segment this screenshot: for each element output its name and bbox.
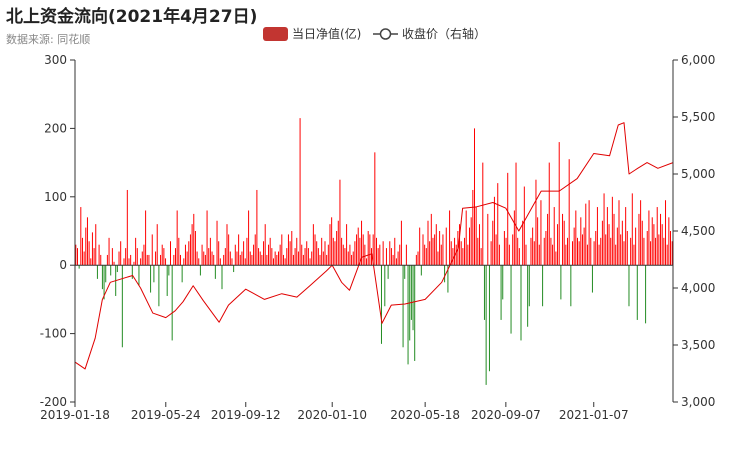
x-tick-label: 2019-01-18: [40, 408, 110, 422]
chart-axes: -200 -100 0 100 200 300 3,000 3,500 4,000 4,500 5,…: [40, 53, 716, 422]
x-tick-label: 2020-09-07: [471, 408, 541, 422]
y-right-tick-label: 3,000: [681, 395, 715, 409]
chart-title: 北上资金流向(2021年4月27日): [6, 7, 258, 27]
x-tick-label: 2019-05-24: [131, 408, 201, 422]
y-right-tick-label: 6,000: [681, 53, 715, 67]
x-tick-label: 2020-05-18: [390, 408, 460, 422]
y-left-tick-label: -200: [40, 395, 67, 409]
y-right-tick-label: 4,000: [681, 281, 715, 295]
legend-marker-circle: [379, 28, 392, 40]
y-right-tick-label: 3,500: [681, 338, 715, 352]
y-left-tick-label: 200: [44, 121, 67, 135]
y-right-tick-label: 5,500: [681, 110, 715, 124]
chart-subtitle: 数据来源: 同花顺: [6, 33, 91, 46]
y-left-tick-label: -100: [40, 327, 67, 341]
y-left-tick-label: 300: [44, 53, 67, 67]
y-left-tick-label: 100: [44, 190, 67, 204]
x-tick-label: 2021-01-07: [559, 408, 629, 422]
net-flow-bars: [75, 118, 673, 385]
y-right-tick-label: 4,500: [681, 224, 715, 238]
y-right-tick-label: 5,000: [681, 167, 715, 181]
x-tick-label: 2019-09-12: [211, 408, 281, 422]
legend-label-close-price: 收盘价（右轴）: [402, 26, 486, 41]
legend-item-net-flow[interactable]: 当日净值(亿): [263, 26, 361, 41]
y-left-tick-label: 0: [59, 258, 67, 272]
close-price-line-group: [74, 122, 674, 370]
legend-bar-swatch: [263, 27, 288, 41]
legend-item-close-price[interactable]: 收盘价（右轴）: [373, 26, 486, 41]
legend-label-net-flow: 当日净值(亿): [292, 26, 361, 41]
x-tick-label: 2020-01-10: [297, 408, 367, 422]
close-price-line: [74, 122, 674, 370]
chart-legend[interactable]: 当日净值(亿) 收盘价（右轴）: [263, 26, 486, 41]
